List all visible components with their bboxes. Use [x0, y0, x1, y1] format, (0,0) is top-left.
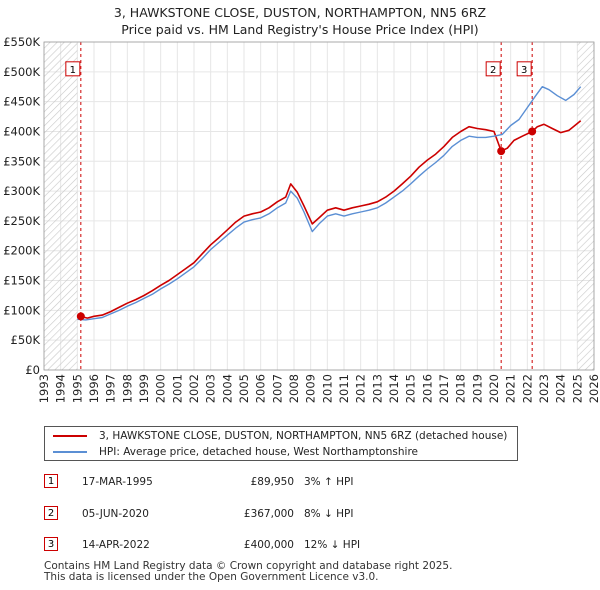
sale-label-box: [516, 61, 532, 77]
x-tick-label: 2014: [387, 374, 401, 403]
x-tick-label: 2002: [187, 374, 201, 403]
y-tick-label: £400K: [3, 124, 40, 138]
legend-label-hpi: HPI: Average price, detached house, West…: [99, 446, 418, 458]
legend-entry-property: 3, HAWKSTONE CLOSE, DUSTON, NORTHAMPTON,…: [53, 428, 507, 444]
sale-price: £89,950: [250, 476, 294, 488]
y-tick-label: £200K: [3, 244, 40, 258]
x-tick-label: 1997: [104, 374, 118, 403]
x-tick-label: 2012: [354, 374, 368, 403]
y-tick-label: £50K: [11, 333, 41, 347]
sale-label-text: 2: [490, 65, 496, 76]
chart-legend: 3, HAWKSTONE CLOSE, DUSTON, NORTHAMPTON,…: [44, 426, 518, 461]
x-tick-label: 2025: [570, 374, 584, 403]
x-tick-label: 1999: [137, 374, 151, 403]
plot-frame: [43, 41, 595, 371]
footer: Contains HM Land Registry data © Crown c…: [44, 561, 452, 583]
sale-point: [528, 127, 537, 136]
y-tick-label: £550K: [3, 35, 40, 49]
table-row: 3 14-APR-2022 £400,000 12% ↓ HPI: [44, 535, 444, 555]
sale-hpi-diff: 8% ↓ HPI: [304, 508, 354, 520]
x-tick-label: 2011: [337, 374, 351, 403]
footer-line2: This data is licensed under the Open Gov…: [44, 571, 379, 583]
legend-label-property: 3, HAWKSTONE CLOSE, DUSTON, NORTHAMPTON,…: [99, 430, 508, 442]
y-tick-label: £300K: [3, 184, 40, 198]
sale-price: £400,000: [243, 539, 294, 551]
sale-price: £367,000: [243, 508, 294, 520]
sale-date: 17-MAR-1995: [82, 476, 153, 488]
sale-marker-badge: 3: [44, 537, 58, 551]
x-tick-label: 2016: [420, 374, 434, 403]
y-tick-label: £450K: [3, 95, 40, 109]
x-tick-label: 2018: [454, 374, 468, 403]
sale-hpi-diff: 3% ↑ HPI: [304, 476, 354, 488]
chart-title: 3, HAWKSTONE CLOSE, DUSTON, NORTHAMPTON,…: [0, 4, 600, 38]
chart-title-line1: 3, HAWKSTONE CLOSE, DUSTON, NORTHAMPTON,…: [113, 5, 487, 20]
x-tick-label: 2019: [470, 374, 484, 403]
sale-point: [76, 312, 85, 321]
y-tick-label: £0: [25, 363, 40, 377]
y-tick-label: £100K: [3, 303, 40, 317]
footer-line1: Contains HM Land Registry data © Crown c…: [44, 560, 453, 572]
series-line-hpi: [77, 86, 582, 321]
x-tick-label: 2005: [237, 374, 251, 403]
y-tick-label: £250K: [3, 214, 40, 228]
x-tick-label: 2015: [404, 374, 418, 403]
chart-title-line2: Price paid vs. HM Land Registry's House …: [121, 22, 479, 37]
x-tick-label: 2001: [170, 374, 184, 403]
x-tick-label: 2021: [504, 374, 518, 403]
hatched-region: [577, 42, 594, 370]
x-tick-label: 2006: [254, 374, 268, 403]
x-tick-label: 2022: [520, 374, 534, 403]
price-chart: 1 2 3 £0 £50K £100K £150K £200K £250K £300K £350K…: [3, 35, 600, 403]
y-tick-label: £350K: [3, 154, 40, 168]
sale-label-text: 1: [70, 65, 76, 76]
y-tick-label: £500K: [3, 65, 40, 79]
x-tick-label: 1993: [37, 374, 51, 403]
legend-entry-hpi: HPI: Average price, detached house, West…: [53, 444, 418, 460]
x-tick-label: 2023: [537, 374, 551, 403]
sale-marker-badge: 2: [44, 506, 58, 520]
sale-marker-badge: 1: [44, 474, 58, 488]
sale-label-text: 3: [521, 65, 527, 76]
sale-label-box: [485, 61, 501, 77]
y-tick-label: £150K: [3, 274, 40, 288]
sale-point: [497, 147, 506, 156]
sale-date: 05-JUN-2020: [82, 508, 149, 520]
table-row: 2 05-JUN-2020 £367,000 8% ↓ HPI: [44, 504, 444, 524]
x-tick-label: 2004: [220, 374, 234, 403]
x-tick-label: 2000: [154, 374, 168, 403]
x-tick-label: 2010: [320, 374, 334, 403]
x-tick-label: 2026: [587, 374, 600, 403]
x-tick-label: 2020: [487, 374, 501, 403]
x-tick-label: 2009: [304, 374, 318, 403]
legend-swatch-hpi: [53, 451, 87, 453]
x-tick-label: 1995: [70, 374, 84, 403]
x-tick-label: 1996: [87, 374, 101, 403]
x-tick-label: 1998: [120, 374, 134, 403]
x-tick-label: 1994: [54, 374, 68, 403]
x-tick-label: 2007: [270, 374, 284, 403]
hatched-region: [44, 42, 78, 370]
plot-background: [44, 42, 594, 370]
x-tick-label: 2013: [370, 374, 384, 403]
x-tick-label: 2003: [204, 374, 218, 403]
sale-label-box: [65, 61, 81, 77]
sale-date: 14-APR-2022: [82, 539, 150, 551]
sale-hpi-diff: 12% ↓ HPI: [304, 539, 361, 551]
x-tick-label: 2008: [287, 374, 301, 403]
x-tick-label: 2017: [437, 374, 451, 403]
series-line-property: [80, 120, 582, 319]
x-tick-label: 2024: [554, 374, 568, 403]
table-row: 1 17-MAR-1995 £89,950 3% ↑ HPI: [44, 472, 444, 492]
legend-swatch-property: [53, 435, 87, 437]
